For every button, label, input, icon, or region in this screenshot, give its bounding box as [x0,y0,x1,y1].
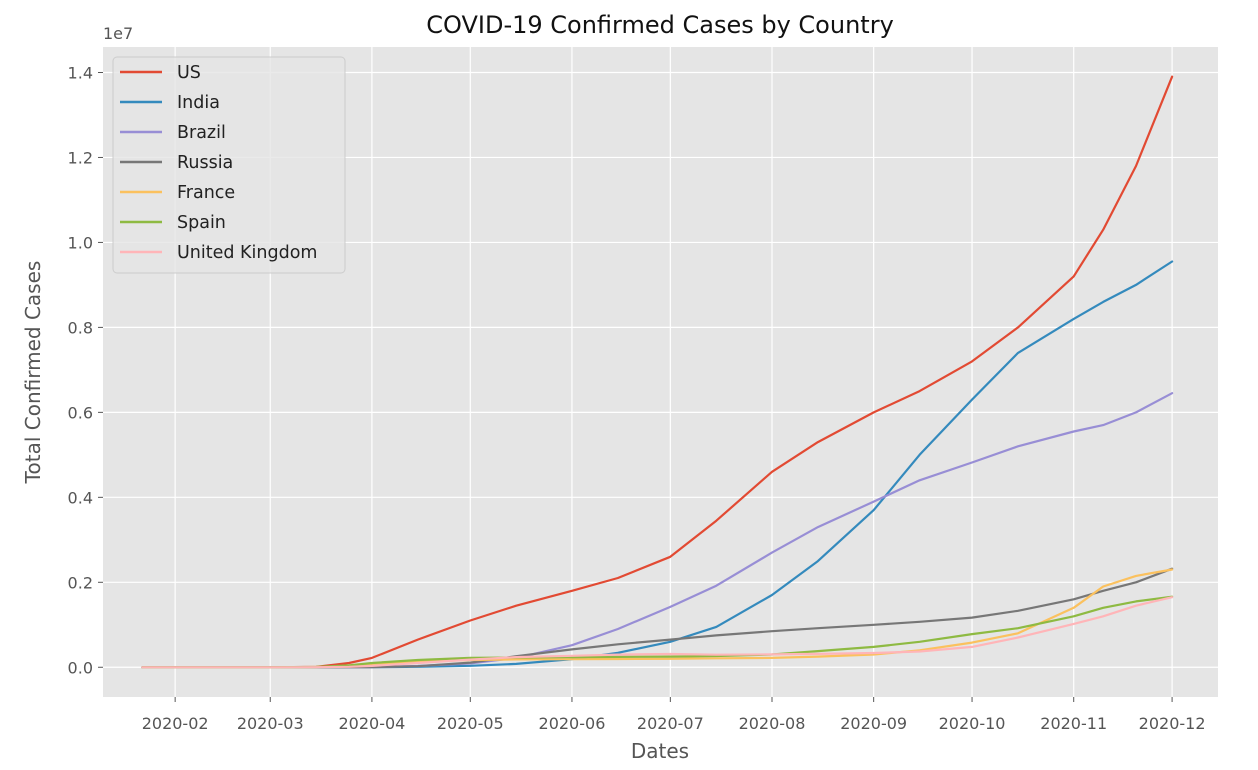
y-tick-label: 0.2 [68,573,93,592]
legend-label-united-kingdom: United Kingdom [177,243,317,263]
y-tick-label: 1.0 [68,233,93,252]
x-tick-label: 2020-02 [142,714,209,733]
y-tick-label: 0.8 [68,318,93,337]
x-tick-label: 2020-03 [237,714,304,733]
x-axis-label: Dates [631,739,689,763]
series-lines [141,75,1174,669]
legend-label-us: US [177,63,201,83]
x-tick-label: 2020-11 [1040,714,1107,733]
legend-label-france: France [177,183,235,203]
x-axis: 2020-02 2020-03 2020-04 2020-05 2020-06 2020-… [142,697,1206,733]
y-axis: 0.0 0.2 0.4 0.6 0.8 1.0 1.2 1.4 [68,63,103,677]
series-line-united-kingdom [141,596,1174,669]
x-tick-label: 2020-05 [437,714,504,733]
series-line-us [141,75,1174,669]
legend: US India Brazil Russia France Spain United Kin… [112,56,346,274]
legend-label-india: India [177,93,220,113]
x-tick-label: 2020-06 [539,714,606,733]
x-tick-label: 2020-08 [739,714,806,733]
y-tick-label: 1.4 [68,63,93,82]
y-tick-label: 0.6 [68,403,93,422]
x-tick-label: 2020-10 [939,714,1006,733]
y-offset-label: 1e7 [103,24,133,43]
y-tick-label: 1.2 [68,148,93,167]
x-tick-label: 2020-07 [637,714,704,733]
grid [103,47,1218,697]
legend-label-spain: Spain [177,213,226,233]
legend-label-russia: Russia [177,153,233,173]
y-axis-label: Total Confirmed Cases [21,261,45,485]
chart-title: COVID-19 Confirmed Cases by Country [426,11,894,39]
y-tick-label: 0.0 [68,658,93,677]
y-tick-label: 0.4 [68,488,93,507]
legend-box [112,56,346,274]
x-tick-label: 2020-09 [840,714,907,733]
x-tick-label: 2020-12 [1139,714,1206,733]
legend-label-brazil: Brazil [177,123,226,143]
x-tick-label: 2020-04 [338,714,405,733]
